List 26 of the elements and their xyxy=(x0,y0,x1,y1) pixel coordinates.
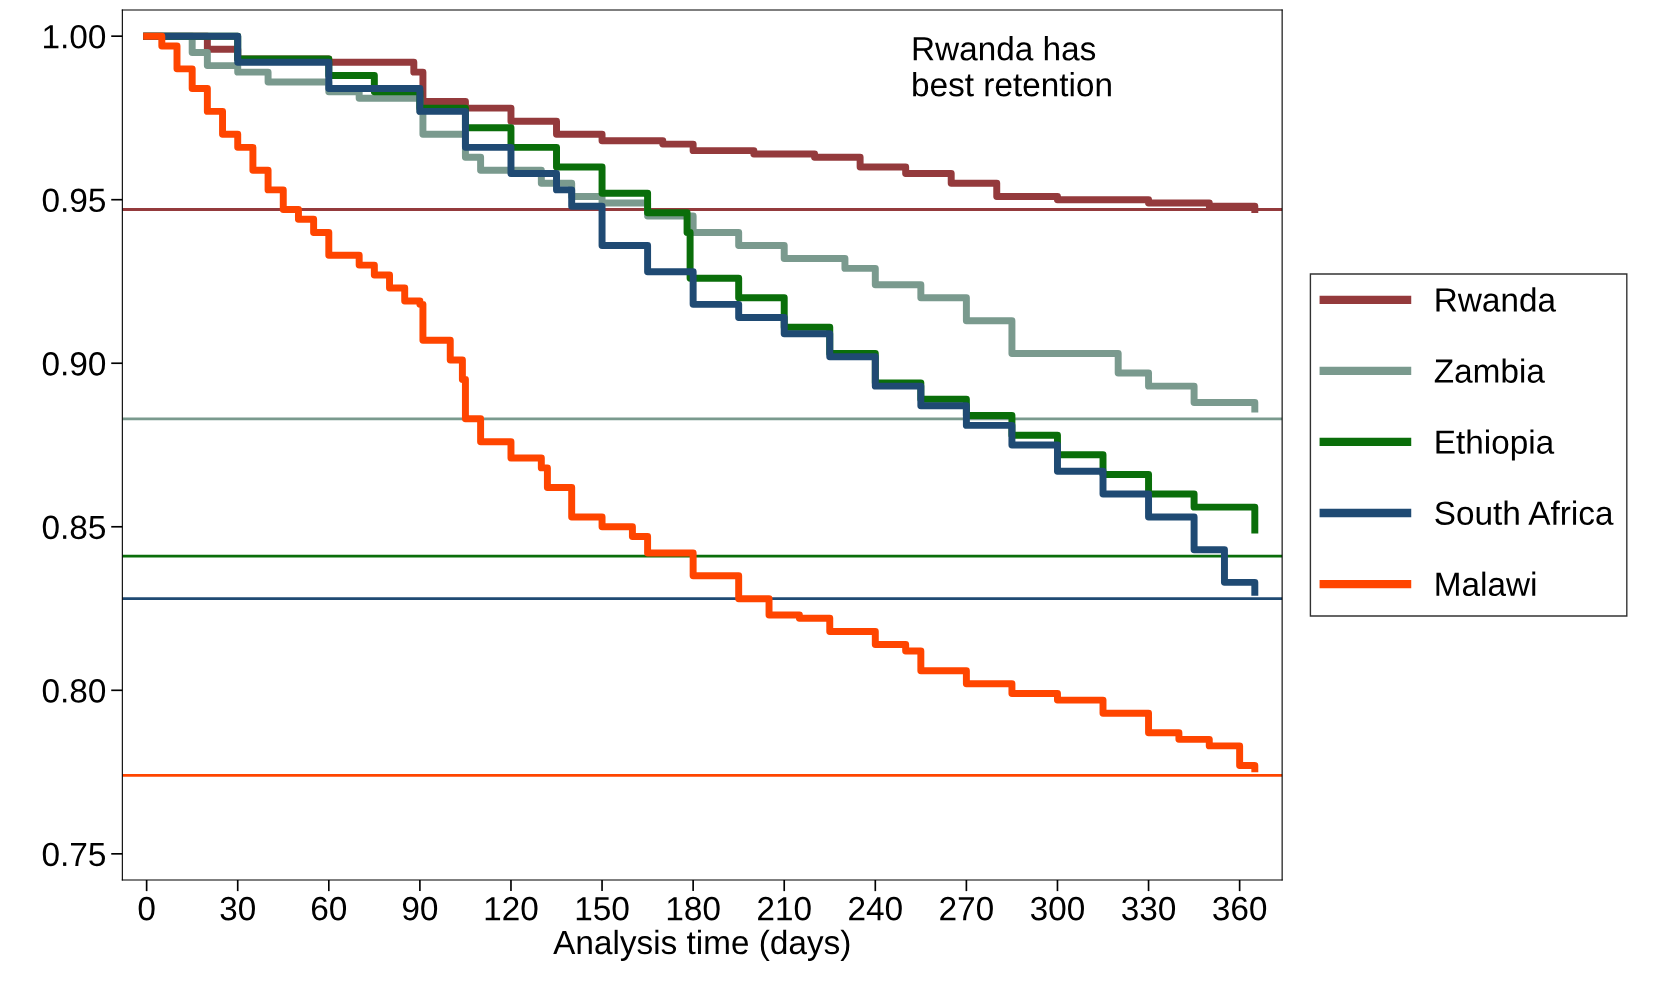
x-tick-label: 210 xyxy=(758,896,811,921)
x-tick-label: 60 xyxy=(311,896,347,921)
legend-label: Zambia xyxy=(1434,358,1545,383)
x-tick-label: 330 xyxy=(1122,896,1176,921)
x-tick-label: 0 xyxy=(138,896,155,921)
x-tick-label: 270 xyxy=(940,896,993,921)
legend-label: Malawi xyxy=(1436,571,1536,597)
y-tick-label: 0.90 xyxy=(42,352,106,376)
x-tick-label: 120 xyxy=(485,896,538,921)
y-tick-label: 0.75 xyxy=(42,842,105,867)
legend-label: Ethiopia xyxy=(1436,429,1555,461)
x-tick-label: 180 xyxy=(667,896,720,921)
annotation: Rwanda has best retention xyxy=(913,36,1111,97)
x-tick-label: 90 xyxy=(402,896,438,921)
legend-label: Rwanda xyxy=(1436,287,1557,312)
x-tick-label: 300 xyxy=(1030,896,1084,921)
y-tick-label: 0.80 xyxy=(42,679,106,703)
y-tick-label: 0.95 xyxy=(42,188,105,213)
x-axis-title: Analysis time (days) xyxy=(553,929,850,961)
x-tick-label: 150 xyxy=(576,896,629,921)
y-tick-label: 0.85 xyxy=(42,515,105,540)
x-tick-label: 240 xyxy=(849,896,902,921)
x-tick-label: 30 xyxy=(220,896,255,921)
legend-label: South Africa xyxy=(1435,500,1614,526)
x-tick-label: 360 xyxy=(1213,896,1267,921)
y-tick-label: 1.00 xyxy=(44,24,106,49)
